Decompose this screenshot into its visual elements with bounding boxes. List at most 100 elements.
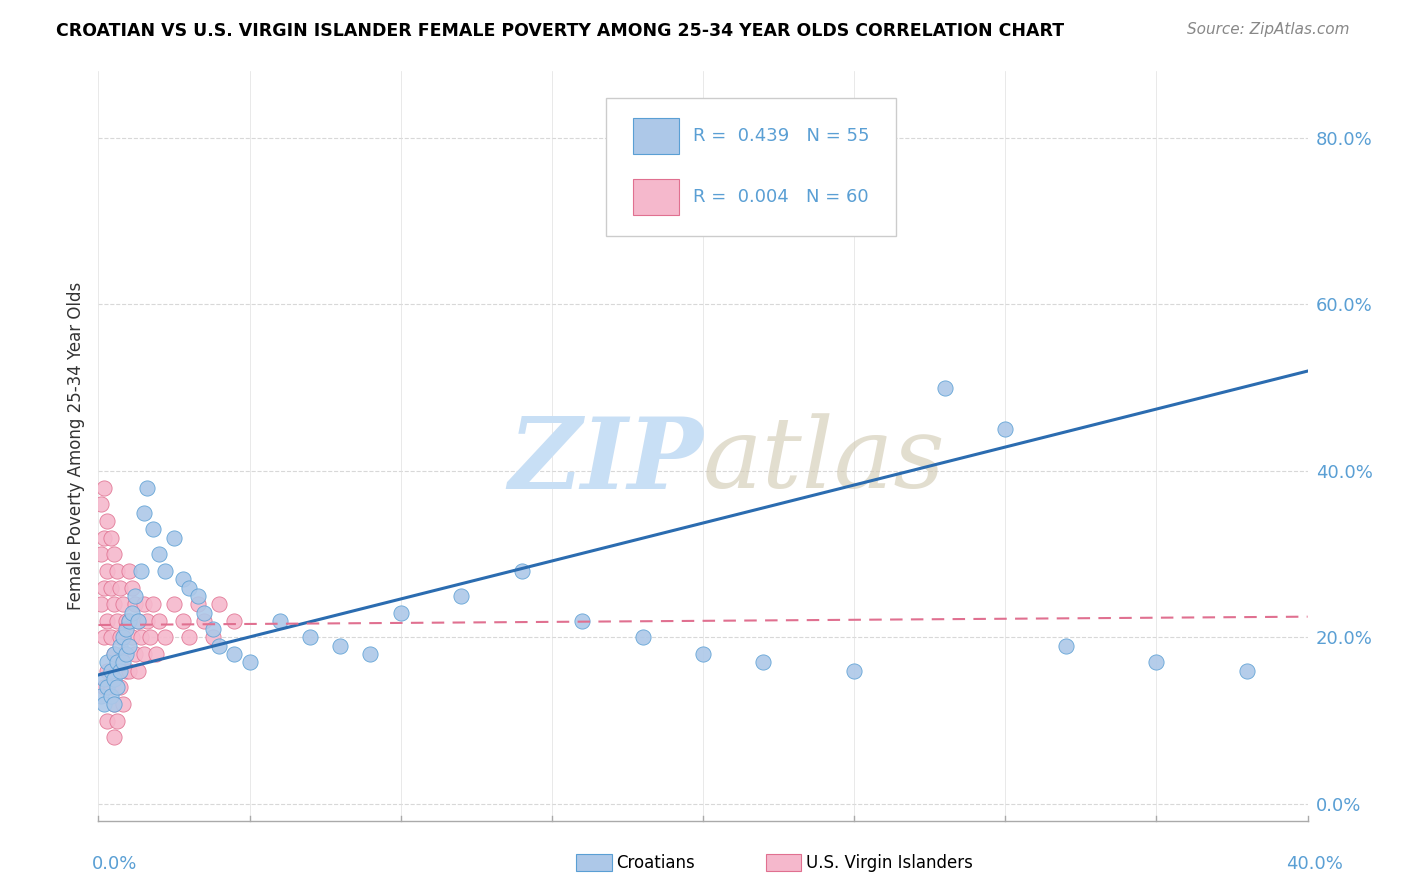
Point — [100, 631, 122, 645]
Point — [127, 614, 149, 628]
Point — [179, 631, 201, 645]
Point — [118, 664, 141, 678]
Point — [135, 481, 157, 495]
Point — [100, 531, 122, 545]
Point — [1144, 656, 1167, 670]
Point — [148, 614, 170, 628]
Point — [510, 564, 533, 578]
FancyBboxPatch shape — [606, 97, 897, 236]
Point — [145, 647, 167, 661]
Point — [172, 572, 194, 586]
Point — [132, 647, 155, 661]
Point — [132, 597, 155, 611]
Point — [111, 656, 134, 670]
Point — [299, 631, 322, 645]
Point — [108, 631, 131, 645]
Point — [1236, 664, 1258, 678]
Point — [129, 564, 152, 578]
Point — [93, 531, 115, 545]
Point — [118, 614, 141, 628]
Point — [844, 664, 866, 678]
Point — [127, 664, 149, 678]
Point — [129, 631, 152, 645]
Point — [90, 547, 112, 561]
Point — [121, 606, 143, 620]
Text: 0.0%: 0.0% — [91, 855, 136, 872]
Point — [153, 631, 176, 645]
Y-axis label: Female Poverty Among 25-34 Year Olds: Female Poverty Among 25-34 Year Olds — [66, 282, 84, 610]
Point — [142, 522, 165, 536]
Point — [114, 622, 136, 636]
Point — [93, 697, 115, 711]
Point — [108, 664, 131, 678]
Point — [96, 614, 118, 628]
Point — [994, 422, 1017, 436]
Point — [163, 597, 186, 611]
Point — [90, 497, 112, 511]
Point — [103, 731, 125, 745]
Point — [224, 647, 246, 661]
Point — [153, 564, 176, 578]
Point — [111, 597, 134, 611]
Point — [105, 664, 128, 678]
Point — [450, 589, 472, 603]
Point — [96, 664, 118, 678]
Point — [329, 639, 352, 653]
Text: Croatians: Croatians — [616, 854, 695, 871]
Point — [105, 656, 128, 670]
Point — [571, 614, 593, 628]
Point — [239, 656, 262, 670]
Point — [100, 664, 122, 678]
Text: 40.0%: 40.0% — [1286, 855, 1343, 872]
Point — [108, 581, 131, 595]
Point — [103, 697, 125, 711]
Text: U.S. Virgin Islanders: U.S. Virgin Islanders — [806, 854, 973, 871]
Point — [100, 581, 122, 595]
Point — [114, 614, 136, 628]
Point — [103, 547, 125, 561]
Point — [202, 622, 225, 636]
Point — [90, 689, 112, 703]
Point — [208, 639, 231, 653]
Point — [121, 631, 143, 645]
Point — [124, 647, 146, 661]
Point — [752, 656, 775, 670]
Point — [111, 647, 134, 661]
Point — [93, 672, 115, 686]
Point — [124, 589, 146, 603]
Point — [111, 631, 134, 645]
Text: atlas: atlas — [703, 413, 946, 508]
Point — [93, 681, 115, 695]
Point — [132, 506, 155, 520]
Point — [114, 647, 136, 661]
Point — [105, 681, 128, 695]
Point — [90, 597, 112, 611]
Point — [96, 714, 118, 728]
Point — [163, 531, 186, 545]
Point — [103, 672, 125, 686]
Point — [187, 589, 209, 603]
Point — [108, 681, 131, 695]
Point — [121, 581, 143, 595]
Point — [224, 614, 246, 628]
Point — [142, 597, 165, 611]
Point — [105, 614, 128, 628]
Text: Source: ZipAtlas.com: Source: ZipAtlas.com — [1187, 22, 1350, 37]
Bar — [633, 179, 679, 215]
Point — [100, 689, 122, 703]
Point — [93, 481, 115, 495]
Point — [93, 631, 115, 645]
Point — [208, 597, 231, 611]
Point — [148, 547, 170, 561]
Point — [360, 647, 382, 661]
Text: ZIP: ZIP — [508, 413, 703, 509]
Point — [1054, 639, 1077, 653]
Point — [103, 697, 125, 711]
Point — [118, 639, 141, 653]
Point — [96, 681, 118, 695]
Point — [105, 714, 128, 728]
Point — [193, 606, 215, 620]
Point — [105, 564, 128, 578]
Point — [111, 697, 134, 711]
Text: CROATIAN VS U.S. VIRGIN ISLANDER FEMALE POVERTY AMONG 25-34 YEAR OLDS CORRELATIO: CROATIAN VS U.S. VIRGIN ISLANDER FEMALE … — [56, 22, 1064, 40]
